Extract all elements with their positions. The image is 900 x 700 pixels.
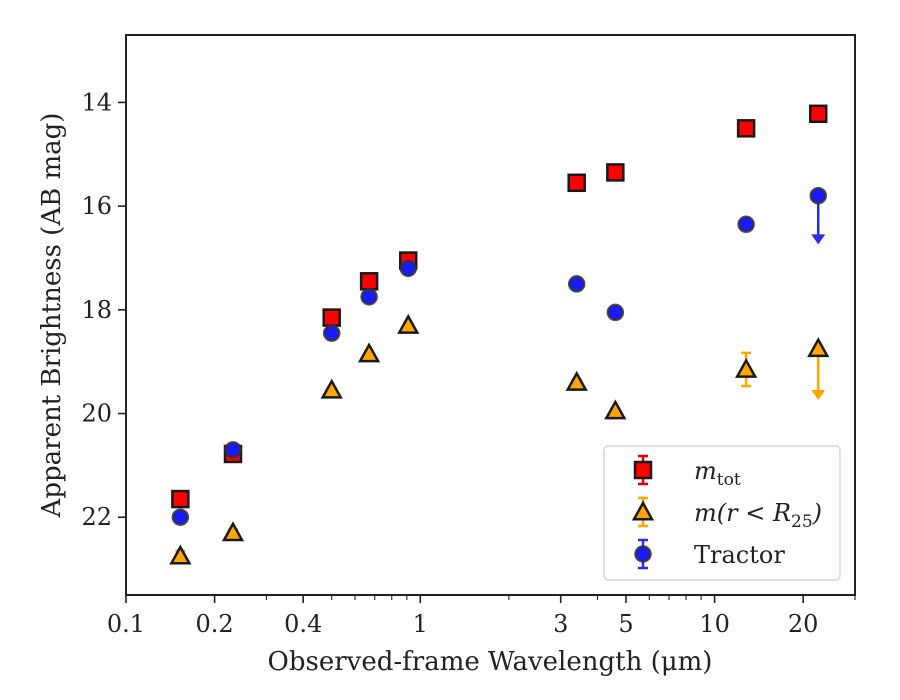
x-tick-label-5: 5: [618, 610, 633, 638]
series-2-point-4: [399, 259, 417, 278]
series-2-point-6: [606, 303, 625, 322]
y-tick-label-4: 22: [81, 503, 112, 531]
y-tick-label-0: 14: [81, 88, 112, 116]
legend-marker-2: [634, 545, 652, 563]
legend-label-sub-1: 25: [791, 512, 813, 532]
series-1-point-4: [397, 313, 420, 334]
series-2-point-3: [360, 288, 378, 306]
series-0-point-7: [736, 119, 756, 138]
legend-label-sub-0: tot: [717, 470, 741, 490]
series-2-point-7: [737, 215, 755, 234]
legend-label-1: m(r < R25): [694, 499, 822, 532]
legend: mtot m(r < R25) Tractor: [603, 445, 841, 581]
series-1-point-7: [735, 357, 758, 378]
series-2-point-0: [171, 508, 190, 526]
x-tick-label-0: 0.1: [107, 610, 145, 638]
y-tick-label-3: 20: [81, 400, 112, 428]
series-2-point-8: [809, 186, 827, 205]
series-1-point-2: [320, 378, 343, 399]
series-2-point-8-upper-limit-arrow-head: [811, 234, 826, 245]
x-tick-label-2: 0.4: [284, 610, 322, 638]
series-2-point-5: [567, 275, 586, 293]
series-1-point-0: [169, 544, 192, 565]
series-1-point-1: [221, 521, 245, 542]
x-tick-label-4: 3: [553, 610, 568, 638]
series-0-point-6: [606, 163, 625, 182]
data-marks: [169, 104, 830, 565]
series-0-point-0: [171, 489, 190, 509]
x-tick-label-3: 1: [413, 610, 428, 638]
y-axis-ticks: 14 16 18 20 22: [81, 88, 126, 531]
y-tick-label-1: 16: [81, 192, 112, 220]
series-1-point-3: [357, 342, 381, 363]
series-2-point-2: [322, 324, 341, 342]
legend-box: [603, 445, 841, 581]
legend-label-main-2: Tractor: [694, 541, 785, 569]
series-0-point-8: [808, 104, 828, 124]
series-2-point-1: [224, 441, 242, 459]
plot-frame: [125, 34, 856, 596]
x-tick-label-6: 10: [699, 610, 730, 638]
series-1: [169, 313, 830, 565]
legend-label-2: Tractor: [694, 541, 785, 569]
y-axis-label: Apparent Brightness (AB mag): [37, 113, 67, 519]
series-0-point-5: [567, 173, 586, 193]
x-tick-label-7: 20: [788, 610, 819, 638]
legend-label-0: mtot: [694, 457, 741, 490]
legend-label-main-0: m: [694, 457, 717, 485]
series-1-point-8-upper-limit-arrow-head: [811, 389, 826, 400]
series-1-point-8: [807, 337, 830, 358]
x-axis-label: Observed-frame Wavelength (μm): [268, 647, 713, 677]
legend-label-main-1: m(r < R: [694, 499, 791, 527]
series-1-point-6: [604, 399, 627, 420]
legend-label-tail-1: ): [812, 499, 822, 527]
series-0-point-3: [359, 272, 379, 291]
series-1-point-5: [565, 370, 588, 391]
series-0-point-2: [322, 308, 341, 327]
series-2: [171, 186, 827, 526]
legend-marker-0: [633, 460, 653, 480]
y-tick-label-2: 18: [81, 296, 112, 324]
x-tick-label-1: 0.2: [196, 610, 234, 638]
x-axis-ticks: 0.1 0.2 0.4 1 3 5 10 20: [107, 595, 856, 638]
legend-marker-1: [631, 500, 655, 521]
